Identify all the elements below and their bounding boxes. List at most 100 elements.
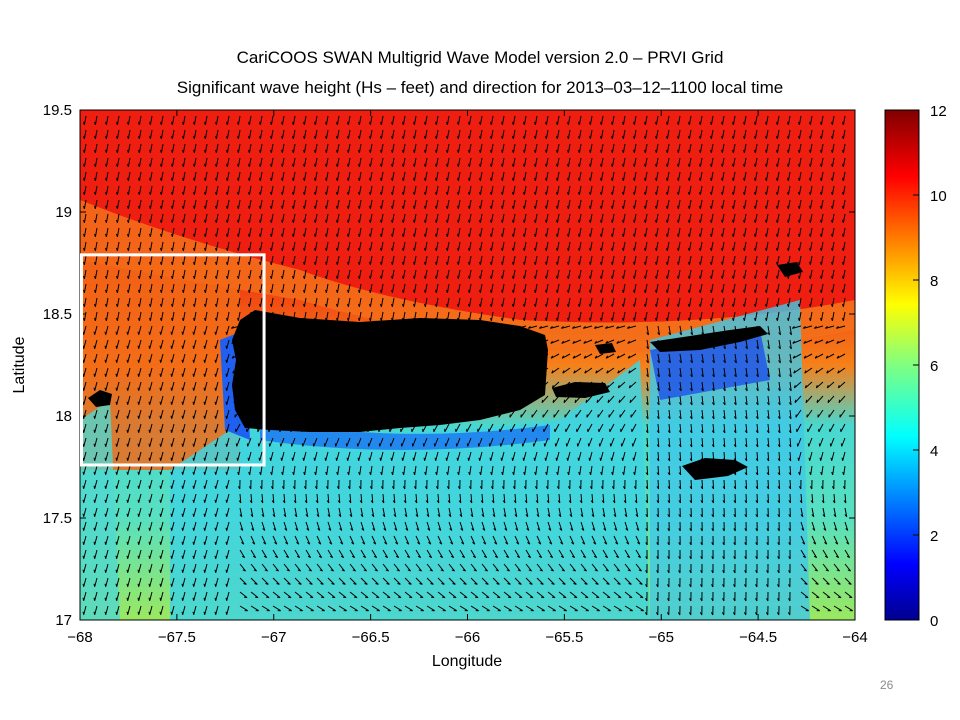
direction-arrow xyxy=(844,563,851,572)
direction-arrow xyxy=(501,143,505,154)
direction-arrow xyxy=(809,185,813,196)
direction-arrow xyxy=(678,479,682,490)
direction-arrow xyxy=(149,269,153,280)
direction-arrow xyxy=(192,325,197,335)
direction-arrow xyxy=(800,577,808,585)
direction-arrow xyxy=(336,129,340,140)
direction-arrow xyxy=(455,423,461,433)
y-axis-label: Latitude xyxy=(11,336,28,393)
direction-arrow xyxy=(93,521,98,531)
direction-arrow xyxy=(809,465,813,476)
direction-arrow xyxy=(380,297,384,308)
direction-arrow xyxy=(181,367,186,377)
direction-arrow xyxy=(501,479,505,490)
direction-arrow xyxy=(115,381,120,391)
direction-arrow xyxy=(116,129,120,140)
direction-arrow xyxy=(831,465,835,476)
direction-arrow xyxy=(589,311,593,322)
direction-arrow xyxy=(291,451,296,461)
direction-arrow xyxy=(711,549,714,560)
direction-arrow xyxy=(413,143,417,154)
direction-arrow xyxy=(655,283,659,294)
direction-arrow xyxy=(159,577,164,587)
direction-arrow xyxy=(820,241,824,252)
direction-arrow xyxy=(578,129,582,140)
direction-arrow xyxy=(689,437,693,448)
direction-arrow xyxy=(116,171,120,182)
direction-arrow xyxy=(644,157,648,168)
direction-arrow xyxy=(558,605,567,612)
direction-arrow xyxy=(567,171,571,182)
direction-arrow xyxy=(699,199,703,210)
direction-arrow xyxy=(710,157,714,168)
direction-arrow xyxy=(105,297,109,308)
direction-arrow xyxy=(470,507,474,518)
direction-arrow xyxy=(569,605,578,612)
direction-arrow xyxy=(104,493,109,503)
direction-arrow xyxy=(272,507,276,518)
direction-arrow xyxy=(312,437,318,447)
direction-arrow xyxy=(314,283,318,294)
direction-arrow xyxy=(126,381,131,391)
direction-arrow xyxy=(325,199,329,210)
direction-arrow xyxy=(745,381,748,392)
direction-arrow xyxy=(203,423,208,433)
direction-arrow xyxy=(457,255,461,266)
direction-arrow xyxy=(809,213,813,224)
direction-arrow xyxy=(765,171,769,182)
direction-arrow xyxy=(522,451,527,461)
direction-arrow xyxy=(788,493,791,504)
direction-arrow xyxy=(393,591,402,599)
direction-arrow xyxy=(525,549,532,559)
direction-arrow xyxy=(800,535,806,545)
direction-arrow xyxy=(358,213,362,224)
direction-arrow xyxy=(798,115,802,126)
direction-arrow xyxy=(468,479,472,490)
direction-arrow xyxy=(710,311,714,322)
direction-arrow xyxy=(536,549,543,559)
direction-arrow xyxy=(776,297,780,308)
direction-arrow xyxy=(644,269,648,280)
direction-arrow xyxy=(316,563,323,572)
direction-arrow xyxy=(360,591,369,599)
direction-arrow xyxy=(602,591,611,599)
direction-arrow xyxy=(562,367,571,374)
direction-arrow xyxy=(798,283,802,294)
direction-arrow xyxy=(656,493,659,504)
direction-arrow xyxy=(600,255,604,266)
y-tick-label: 17.5 xyxy=(43,510,72,527)
direction-arrow xyxy=(744,395,748,406)
direction-arrow xyxy=(446,143,450,154)
direction-arrow xyxy=(613,591,622,599)
direction-arrow xyxy=(239,591,248,599)
direction-arrow xyxy=(402,143,406,154)
colorbar-tick-label: 6 xyxy=(930,358,938,375)
direction-arrow xyxy=(82,367,87,377)
direction-arrow xyxy=(822,507,826,518)
direction-arrow xyxy=(536,577,544,585)
direction-arrow xyxy=(204,171,208,182)
direction-arrow xyxy=(666,605,670,616)
direction-arrow xyxy=(105,213,109,224)
direction-arrow xyxy=(490,143,494,154)
direction-arrow xyxy=(314,241,318,252)
direction-arrow xyxy=(149,171,153,182)
direction-arrow xyxy=(225,353,230,363)
direction-arrow xyxy=(479,213,483,224)
x-tick-label: −67.5 xyxy=(158,629,196,646)
direction-arrow xyxy=(83,129,87,140)
direction-arrow xyxy=(787,311,791,322)
direction-arrow xyxy=(382,507,386,518)
direction-arrow xyxy=(578,311,582,322)
direction-arrow xyxy=(776,199,780,210)
direction-arrow xyxy=(732,185,736,196)
direction-arrow xyxy=(470,605,479,612)
direction-arrow xyxy=(787,115,791,126)
direction-arrow xyxy=(457,185,461,196)
direction-arrow xyxy=(369,297,373,308)
direction-arrow xyxy=(327,577,335,585)
direction-arrow xyxy=(479,479,483,490)
direction-arrow xyxy=(711,395,715,406)
direction-arrow xyxy=(578,213,582,224)
direction-arrow xyxy=(633,185,637,196)
